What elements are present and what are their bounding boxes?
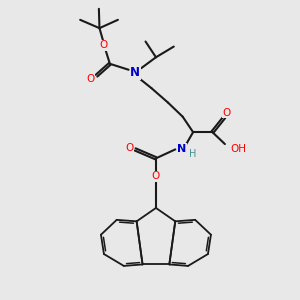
Text: O: O xyxy=(223,108,231,118)
Text: O: O xyxy=(100,40,108,50)
Text: N: N xyxy=(178,143,187,154)
Text: O: O xyxy=(152,171,160,181)
Text: OH: OH xyxy=(231,143,247,154)
Text: O: O xyxy=(125,142,133,153)
Text: N: N xyxy=(130,66,140,79)
Text: O: O xyxy=(86,74,95,84)
Text: H: H xyxy=(188,148,196,159)
